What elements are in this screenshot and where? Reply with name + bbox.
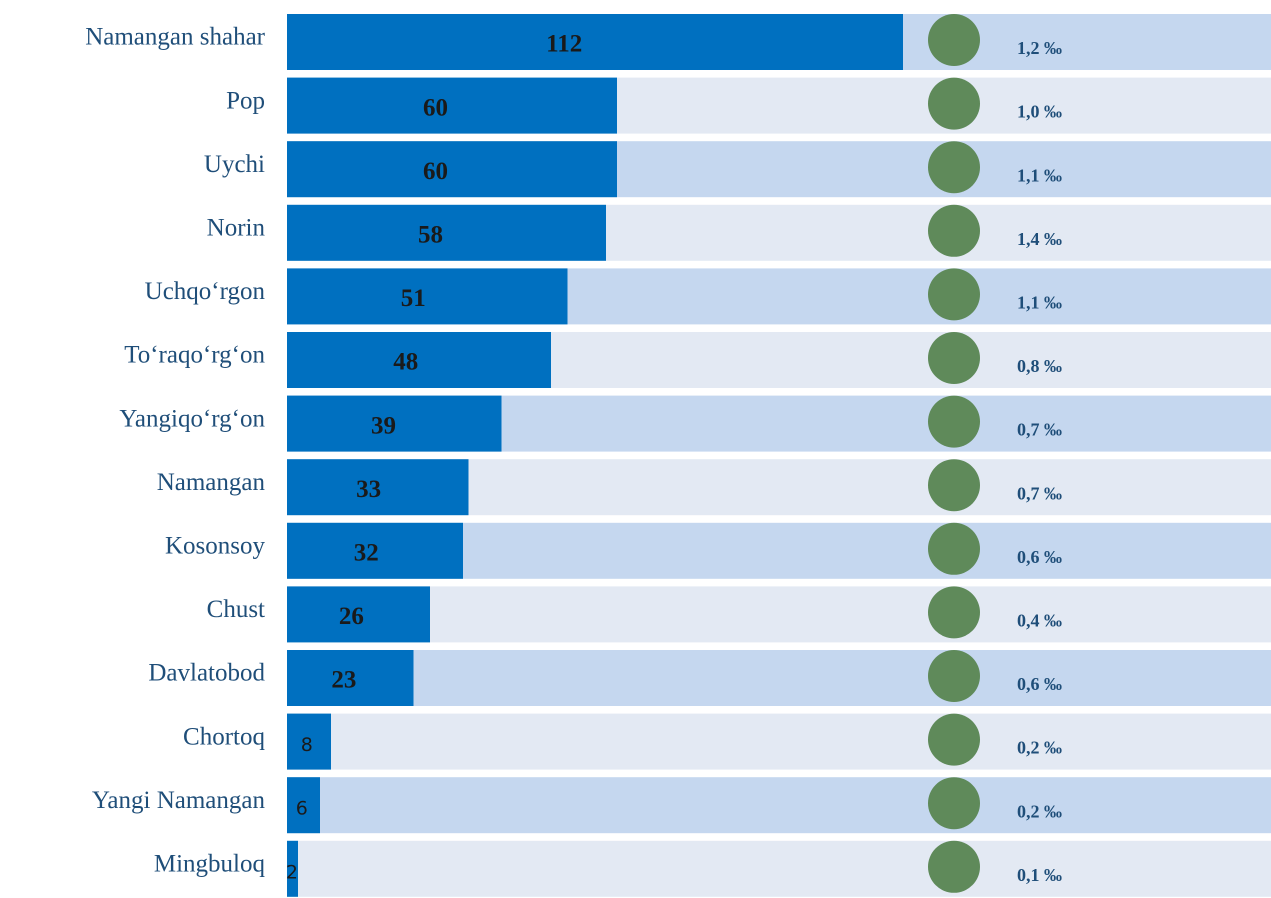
bar: [287, 77, 617, 134]
bar: [287, 459, 469, 516]
rate-marker: [928, 77, 980, 130]
bar: [287, 840, 298, 897]
rate-label: 0,2 ‰: [1017, 738, 1062, 758]
rate-marker: [928, 395, 980, 448]
category-label: Uchqo‘rgon: [145, 278, 266, 305]
rate-marker: [928, 586, 980, 639]
bar-value-label: 2: [286, 861, 298, 883]
row-background: [287, 777, 1271, 834]
rate-label: 1,2 ‰: [1017, 38, 1062, 58]
rate-marker: [928, 332, 980, 384]
bar-value-label: 48: [393, 349, 418, 376]
bar: [287, 395, 502, 452]
bar-value-label: 33: [356, 476, 381, 503]
bar: [287, 141, 617, 198]
bar-value-label: 6: [296, 798, 308, 820]
row-background: [287, 650, 1271, 706]
rate-marker: [928, 713, 980, 766]
rate-marker: [928, 840, 980, 893]
bar: [287, 332, 551, 388]
bar-value-label: 60: [423, 94, 448, 121]
rate-label: 0,6 ‰: [1017, 674, 1062, 694]
rate-label: 1,4 ‰: [1017, 229, 1062, 249]
rate-label: 0,7 ‰: [1017, 483, 1062, 503]
rate-marker: [928, 141, 980, 194]
bar: [287, 713, 331, 770]
category-label: Kosonsoy: [165, 533, 266, 560]
rate-marker: [928, 14, 980, 66]
bar-value-label: 23: [331, 667, 356, 694]
bar: [287, 586, 430, 643]
bar-value-label: 26: [339, 603, 364, 630]
rate-label: 0,4 ‰: [1017, 611, 1062, 631]
rate-marker: [928, 777, 980, 830]
category-label: Chortoq: [183, 723, 265, 750]
rate-label: 1,0 ‰: [1017, 102, 1062, 122]
row-background: [287, 586, 1271, 643]
row-background: [287, 840, 1271, 897]
rate-label: 1,1 ‰: [1017, 165, 1062, 185]
rate-label: 1,1 ‰: [1017, 293, 1062, 313]
bar-value-label: 32: [354, 540, 379, 567]
bar: [287, 204, 606, 261]
bar-value-label: 39: [371, 412, 396, 439]
bar-value-label: 60: [423, 158, 448, 185]
bar-value-label: 51: [401, 285, 426, 312]
rate-marker: [928, 459, 980, 512]
category-label: Davlatobod: [148, 660, 265, 687]
category-label: Norin: [207, 215, 266, 242]
rate-label: 0,1 ‰: [1017, 865, 1062, 885]
bar: [287, 268, 568, 325]
bar-value-label: 112: [546, 31, 582, 58]
bar-value-label: 58: [418, 222, 443, 249]
rate-marker: [928, 650, 980, 702]
category-label: Uychi: [204, 151, 265, 178]
category-label: Mingbuloq: [154, 851, 266, 878]
category-label: Yangi Namangan: [92, 787, 266, 814]
rate-label: 0,7 ‰: [1017, 420, 1062, 440]
category-label: Namangan: [157, 469, 266, 496]
category-label: Chust: [207, 596, 265, 623]
rate-label: 0,2 ‰: [1017, 801, 1062, 821]
category-label: Namangan shahar: [85, 24, 265, 51]
bar: [287, 522, 463, 579]
bar: [287, 14, 903, 70]
rate-marker: [928, 204, 980, 257]
bar: [287, 650, 414, 706]
rate-marker: [928, 522, 980, 575]
rate-label: 0,8 ‰: [1017, 356, 1062, 376]
category-label: Pop: [226, 87, 265, 114]
category-label: To‘raqo‘rg‘on: [124, 342, 265, 369]
category-label: Yangiqo‘rg‘on: [119, 405, 265, 432]
bar: [287, 777, 320, 834]
row-background: [287, 713, 1271, 770]
rate-marker: [928, 268, 980, 321]
bar-value-label: 8: [301, 734, 313, 756]
rate-label: 0,6 ‰: [1017, 547, 1062, 567]
